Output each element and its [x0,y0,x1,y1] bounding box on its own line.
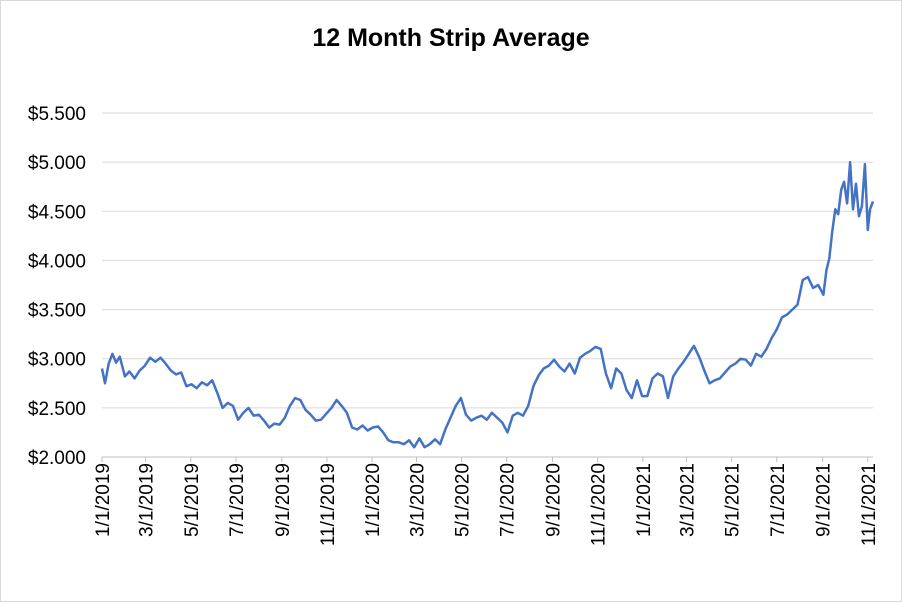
x-tick-label: 7/1/2019 [227,463,248,537]
y-tick-label: $4.500 [28,202,86,223]
x-tick-label: 7/1/2021 [768,463,789,537]
x-tick-label: 9/1/2019 [273,463,294,537]
series-group [100,160,875,449]
x-tick-label: 11/1/2019 [318,463,339,546]
x-tick-label: 3/1/2020 [407,463,428,537]
x-axis-ticks: 1/1/2019 3/1/2019 5/1/2019 7/1/2019 9/1/2019… [93,457,880,546]
y-axis-tick-labels: $2.000 $2.500 $3.000 $3.500 $4.000 $4.500 $5.0… [28,104,86,469]
y-tick-label: $5.000 [28,153,86,174]
x-tick-label: 3/1/2019 [137,463,158,537]
x-tick-label: 11/1/2021 [859,463,880,546]
x-tick-label: 5/1/2021 [723,463,744,537]
x-tick-label: 7/1/2020 [498,463,519,537]
series-line [100,160,875,449]
x-tick-label: 5/1/2019 [182,463,203,537]
x-tick-label: 9/1/2021 [814,463,835,537]
x-tick-label: 9/1/2020 [544,463,565,537]
y-tick-label: $5.500 [28,104,86,125]
x-tick-label: 1/1/2019 [93,463,114,537]
x-tick-label: 5/1/2020 [453,463,474,537]
x-tick-label: 3/1/2021 [678,463,699,537]
x-tick-label: 1/1/2021 [634,463,655,537]
x-tick-label: 1/1/2020 [363,463,384,537]
y-tick-label: $4.000 [28,251,86,272]
chart-title: 12 Month Strip Average [312,24,589,52]
y-tick-label: $3.500 [28,301,86,322]
x-tick-label: 11/1/2020 [589,463,610,546]
gridlines [102,112,873,409]
y-tick-label: $2.000 [28,448,86,469]
y-tick-label: $2.500 [28,399,86,420]
y-tick-label: $3.000 [28,350,86,371]
